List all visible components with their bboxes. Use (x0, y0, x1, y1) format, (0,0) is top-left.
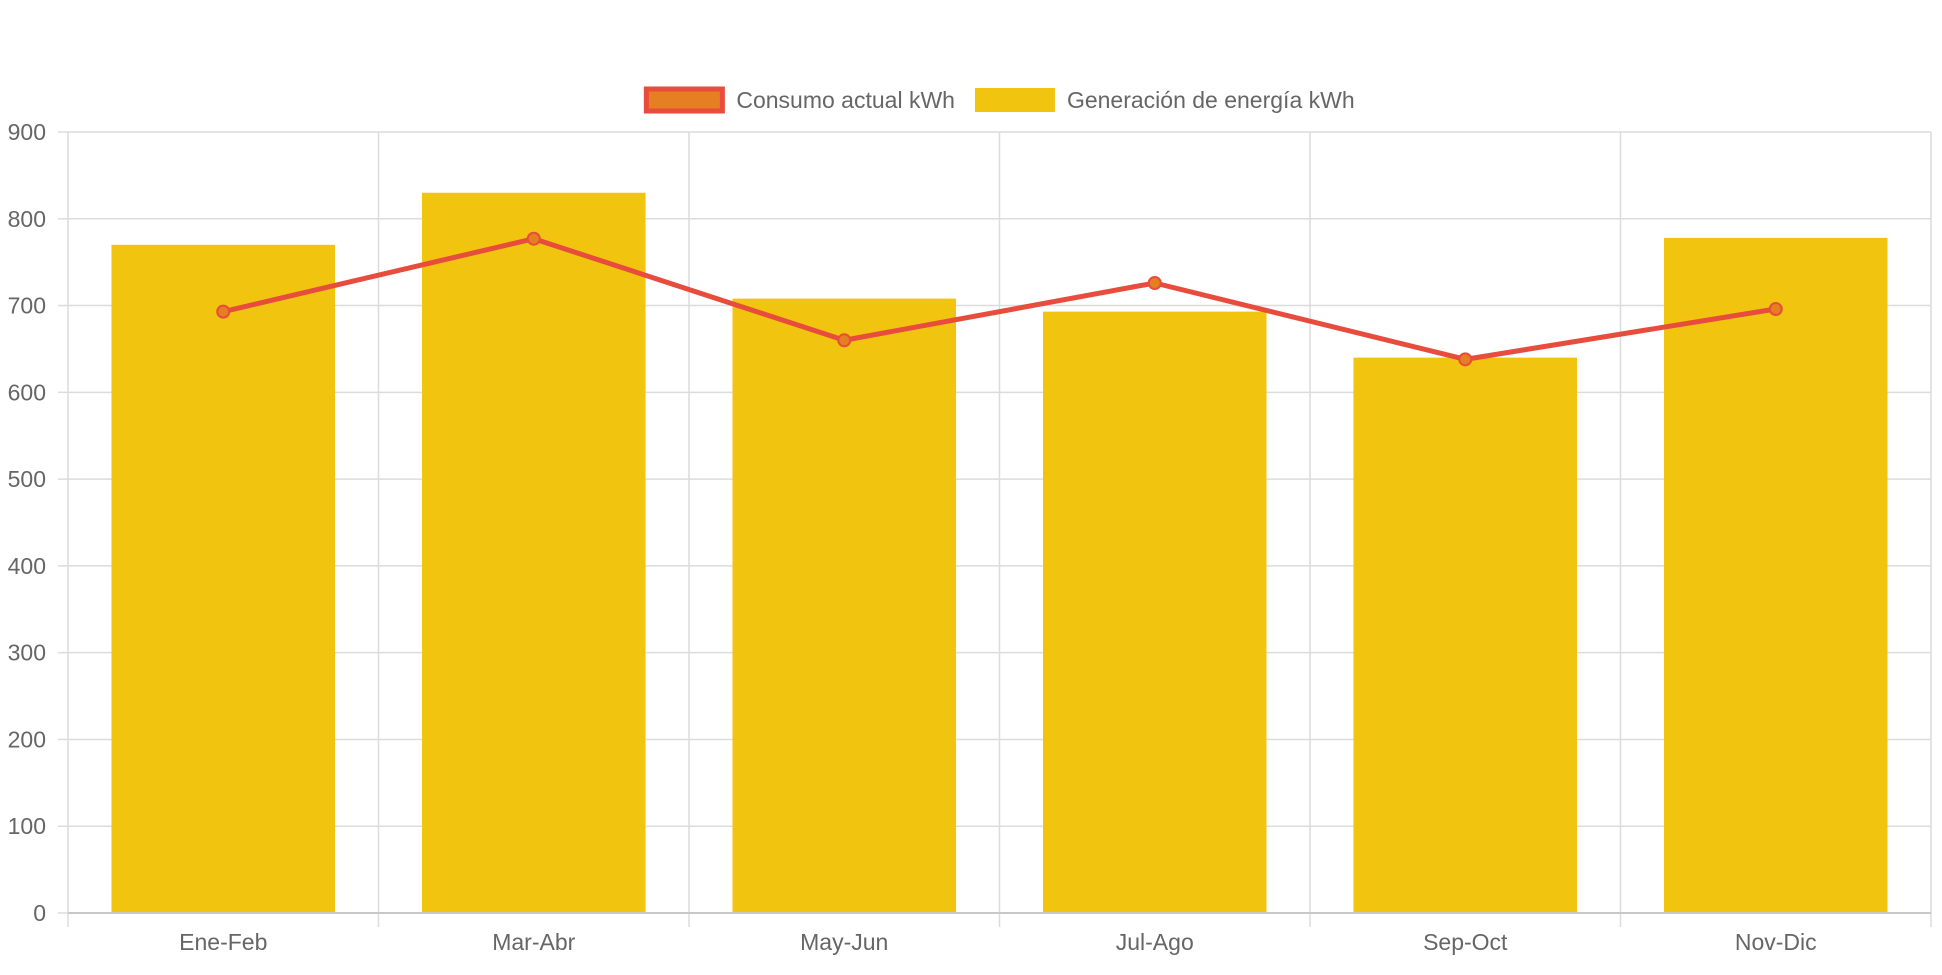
y-tick-label: 700 (8, 293, 46, 319)
y-tick-label: 500 (8, 466, 46, 492)
x-tick-label: Nov-Dic (1735, 929, 1817, 955)
x-tick-label: Sep-Oct (1423, 929, 1508, 955)
x-tick-label: Jul-Ago (1116, 929, 1194, 955)
legend-swatch-generation (974, 88, 1055, 112)
line-point (1147, 275, 1162, 290)
bar-series (111, 192, 1888, 914)
line-point (1768, 302, 1783, 317)
y-tick-label: 300 (8, 640, 46, 666)
bar (1042, 311, 1267, 913)
y-tick-label: 100 (8, 813, 46, 839)
line-point (1458, 352, 1473, 367)
consumption-line (220, 236, 1779, 362)
y-tick-label: 0 (33, 900, 46, 926)
grid (67, 131, 1932, 914)
bar (732, 298, 957, 913)
legend-label: Generación de energía kWh (1067, 87, 1355, 113)
bar (421, 192, 646, 913)
line-series (216, 231, 1783, 367)
x-tick-label: Mar-Abr (492, 929, 575, 955)
y-tick-label: 800 (8, 206, 46, 232)
bar (111, 244, 336, 914)
y-tick-label: 900 (8, 119, 46, 145)
y-tick-label: 600 (8, 379, 46, 405)
line-point (837, 333, 852, 348)
legend-swatch-consumption (643, 86, 725, 114)
axes: 0 100 200 300 400 500 600 700 800 900 Ene-Feb Mar-A… (8, 119, 1932, 955)
line-point (216, 304, 231, 319)
legend-label: Consumo actual kWh (736, 87, 955, 113)
x-tick-label: May-Jun (800, 929, 888, 955)
x-tick-label: Ene-Feb (179, 929, 267, 955)
y-tick-label: 200 (8, 726, 46, 752)
line-point (526, 231, 541, 246)
bar (1353, 357, 1578, 914)
y-tick-label: 400 (8, 553, 46, 579)
bar (1663, 237, 1888, 913)
legend: Consumo actual kWh Generación de energía … (643, 86, 1355, 114)
